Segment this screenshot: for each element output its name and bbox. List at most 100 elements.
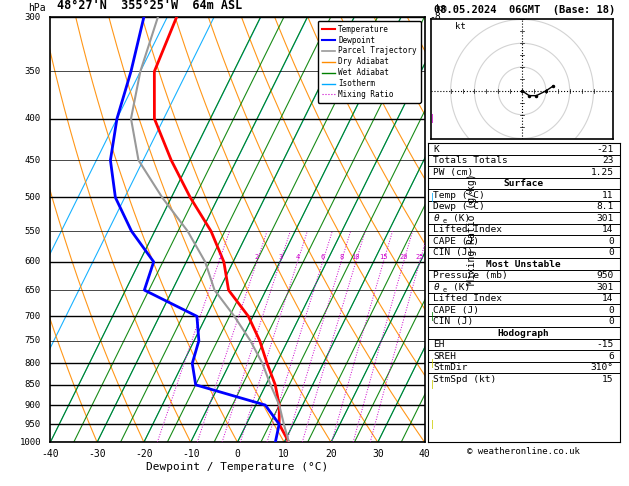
Text: 1: 1 bbox=[217, 254, 221, 260]
Legend: Temperature, Dewpoint, Parcel Trajectory, Dry Adiabat, Wet Adiabat, Isotherm, Mi: Temperature, Dewpoint, Parcel Trajectory… bbox=[318, 21, 421, 103]
Text: Lifted Index: Lifted Index bbox=[433, 294, 503, 303]
Text: Temp (°C): Temp (°C) bbox=[433, 191, 485, 200]
Text: 15: 15 bbox=[603, 375, 614, 383]
Text: |: | bbox=[431, 419, 434, 429]
Text: 14: 14 bbox=[603, 294, 614, 303]
Text: 3: 3 bbox=[278, 254, 282, 260]
Text: StmSpd (kt): StmSpd (kt) bbox=[433, 375, 497, 383]
Text: 500: 500 bbox=[25, 193, 41, 202]
Text: -21: -21 bbox=[596, 145, 614, 154]
Text: -1: -1 bbox=[429, 400, 441, 410]
Text: Lifted Index: Lifted Index bbox=[433, 225, 503, 234]
Text: -6: -6 bbox=[429, 192, 441, 203]
Text: -30: -30 bbox=[88, 449, 106, 459]
Text: 550: 550 bbox=[25, 226, 41, 236]
Text: 0: 0 bbox=[235, 449, 240, 459]
Text: 650: 650 bbox=[25, 286, 41, 295]
Text: 700: 700 bbox=[25, 312, 41, 321]
Text: 1000: 1000 bbox=[19, 438, 41, 447]
Text: Totals Totals: Totals Totals bbox=[433, 156, 508, 165]
Text: 14: 14 bbox=[603, 225, 614, 234]
Text: 350: 350 bbox=[25, 67, 41, 76]
Text: θ: θ bbox=[433, 282, 439, 292]
Text: EH: EH bbox=[433, 340, 445, 349]
Text: CAPE (J): CAPE (J) bbox=[433, 306, 479, 314]
Text: SREH: SREH bbox=[433, 351, 457, 361]
Text: -4: -4 bbox=[429, 274, 441, 284]
Text: 1.25: 1.25 bbox=[591, 168, 614, 176]
Text: 600: 600 bbox=[25, 257, 41, 266]
Text: 48°27'N  355°25'W  64m ASL: 48°27'N 355°25'W 64m ASL bbox=[57, 0, 242, 12]
Text: 0: 0 bbox=[608, 237, 614, 245]
Text: 0: 0 bbox=[608, 317, 614, 326]
Text: 900: 900 bbox=[25, 400, 41, 410]
Text: 6: 6 bbox=[608, 351, 614, 361]
Text: |: | bbox=[431, 359, 434, 368]
Text: 4: 4 bbox=[296, 254, 299, 260]
Text: (K): (K) bbox=[453, 282, 470, 292]
Text: 950: 950 bbox=[25, 419, 41, 429]
Text: km: km bbox=[436, 4, 447, 13]
Text: -5: -5 bbox=[429, 226, 441, 236]
Text: 30: 30 bbox=[372, 449, 384, 459]
Text: 800: 800 bbox=[25, 359, 41, 368]
Text: -10: -10 bbox=[182, 449, 199, 459]
Text: |: | bbox=[431, 114, 434, 123]
Text: 8.1: 8.1 bbox=[596, 202, 614, 211]
Text: ASL: ASL bbox=[436, 18, 452, 28]
Text: |: | bbox=[431, 312, 434, 321]
Text: -40: -40 bbox=[42, 449, 59, 459]
Text: -15: -15 bbox=[596, 340, 614, 349]
Text: 400: 400 bbox=[25, 114, 41, 123]
Text: |: | bbox=[431, 381, 434, 389]
Text: PW (cm): PW (cm) bbox=[433, 168, 474, 176]
Text: e: e bbox=[443, 287, 447, 293]
Text: Surface: Surface bbox=[504, 179, 543, 188]
Text: kt: kt bbox=[455, 22, 466, 31]
Text: 0: 0 bbox=[608, 248, 614, 257]
Text: CIN (J): CIN (J) bbox=[433, 248, 474, 257]
Text: 6: 6 bbox=[321, 254, 325, 260]
Text: 310°: 310° bbox=[591, 363, 614, 372]
Text: 20: 20 bbox=[399, 254, 408, 260]
Text: Pressure (mb): Pressure (mb) bbox=[433, 271, 508, 280]
Text: 08.05.2024  06GMT  (Base: 18): 08.05.2024 06GMT (Base: 18) bbox=[434, 4, 615, 15]
Text: -20: -20 bbox=[135, 449, 153, 459]
Text: 301: 301 bbox=[596, 213, 614, 223]
Text: 10: 10 bbox=[279, 449, 290, 459]
Text: 301: 301 bbox=[596, 282, 614, 292]
Text: θ: θ bbox=[433, 213, 439, 223]
Text: 25: 25 bbox=[416, 254, 424, 260]
Text: |: | bbox=[431, 193, 434, 202]
Text: CAPE (J): CAPE (J) bbox=[433, 237, 479, 245]
Text: 2: 2 bbox=[255, 254, 259, 260]
Text: 40: 40 bbox=[419, 449, 430, 459]
Text: 850: 850 bbox=[25, 381, 41, 389]
Text: 750: 750 bbox=[25, 336, 41, 345]
Text: K: K bbox=[433, 145, 439, 154]
Text: Mixing Ratio (g/kg): Mixing Ratio (g/kg) bbox=[467, 174, 477, 285]
Text: 15: 15 bbox=[379, 254, 387, 260]
Text: hPa: hPa bbox=[28, 3, 45, 13]
Text: StmDir: StmDir bbox=[433, 363, 468, 372]
Text: 11: 11 bbox=[603, 191, 614, 200]
Text: 10: 10 bbox=[352, 254, 360, 260]
Text: 450: 450 bbox=[25, 156, 41, 165]
Text: -2: -2 bbox=[429, 359, 441, 368]
Text: Most Unstable: Most Unstable bbox=[486, 260, 561, 269]
Text: © weatheronline.co.uk: © weatheronline.co.uk bbox=[467, 447, 580, 456]
Text: 20: 20 bbox=[325, 449, 337, 459]
Text: LCL: LCL bbox=[429, 423, 447, 433]
Text: 0: 0 bbox=[608, 306, 614, 314]
Text: 300: 300 bbox=[25, 13, 41, 21]
Text: -8: -8 bbox=[429, 12, 441, 22]
Text: Dewp (°C): Dewp (°C) bbox=[433, 202, 485, 211]
Text: CIN (J): CIN (J) bbox=[433, 317, 474, 326]
Text: Hodograph: Hodograph bbox=[498, 329, 550, 338]
Text: 950: 950 bbox=[596, 271, 614, 280]
X-axis label: Dewpoint / Temperature (°C): Dewpoint / Temperature (°C) bbox=[147, 462, 328, 472]
Text: 23: 23 bbox=[603, 156, 614, 165]
Text: -7: -7 bbox=[429, 114, 441, 123]
Text: 8: 8 bbox=[339, 254, 343, 260]
Text: e: e bbox=[443, 218, 447, 224]
